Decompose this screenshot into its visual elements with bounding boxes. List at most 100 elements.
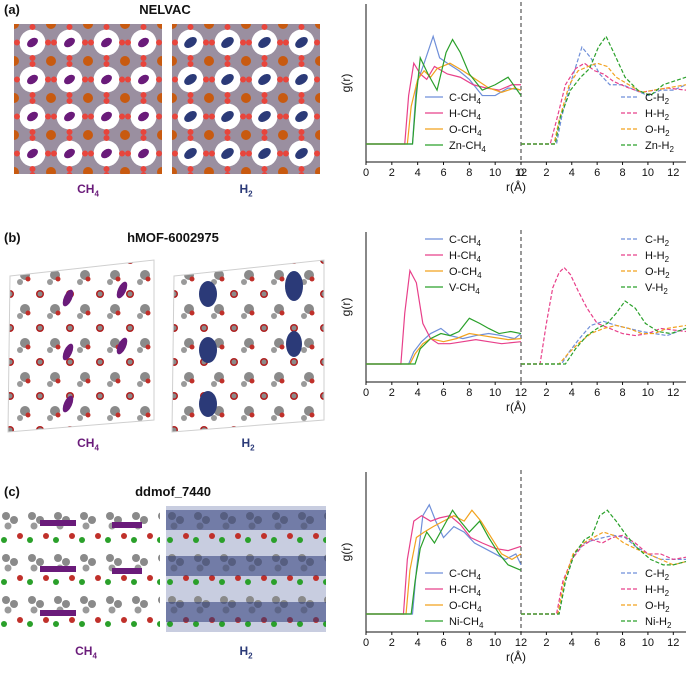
panel-a: (a) NELVAC	[0, 0, 690, 222]
series-line-H-CH4	[366, 61, 521, 145]
series-line-Ni-H2	[521, 509, 687, 615]
series-line-H-H2	[521, 266, 687, 365]
legend-label: O-CH4	[449, 124, 482, 138]
series-line-O-H2	[521, 324, 687, 365]
x-tick-label: 0	[363, 387, 369, 399]
x-axis-label: r(Å)	[506, 399, 526, 414]
x-tick-label: 4	[569, 637, 575, 649]
series-line-V-H2	[521, 300, 687, 365]
x-tick-label: 8	[619, 387, 625, 399]
legend-label: V-CH4	[449, 282, 480, 296]
panel-label: (c)	[4, 484, 20, 499]
x-axis-label: r(Å)	[506, 649, 526, 664]
x-tick-label: 0	[363, 167, 369, 179]
x-tick-label: 0	[518, 167, 524, 179]
panel-c: (c) ddmof_7440	[0, 456, 690, 678]
legend-label: H-CH4	[449, 250, 482, 264]
x-tick-label: 12	[667, 387, 679, 399]
series-line-H-H2	[521, 62, 687, 145]
x-tick-label: 8	[466, 637, 472, 649]
legend-label: H-H2	[645, 250, 670, 264]
panel-label: (b)	[4, 230, 21, 245]
legend-label: C-H2	[645, 568, 670, 582]
series-line-V-CH4	[366, 317, 522, 365]
series-line-O-CH4	[366, 509, 522, 615]
legend-label: Zn-H2	[645, 140, 674, 154]
y-axis-label: g(r)	[339, 543, 353, 562]
legend-label: C-CH4	[449, 568, 482, 582]
legend-label: O-H2	[645, 266, 670, 280]
legend-label: H-CH4	[449, 108, 482, 122]
legend-label: O-H2	[645, 600, 670, 614]
x-tick-label: 2	[543, 167, 549, 179]
legend-label: Zn-CH4	[449, 140, 486, 154]
x-tick-label: 10	[489, 167, 501, 179]
legend-label: Ni-CH4	[449, 616, 484, 630]
x-axis-label: r(Å)	[506, 179, 526, 194]
x-tick-label: 0	[363, 637, 369, 649]
x-tick-label: 4	[415, 387, 421, 399]
x-tick-label: 8	[619, 637, 625, 649]
x-tick-label: 8	[466, 167, 472, 179]
series-line-O-CH4	[366, 62, 522, 145]
x-tick-label: 6	[594, 167, 600, 179]
h2-image-label: H2	[239, 644, 253, 661]
x-tick-label: 10	[642, 167, 654, 179]
legend-label: C-CH4	[449, 92, 482, 106]
y-axis-label: g(r)	[339, 298, 353, 317]
panel-b: (b) hMOF-6002975	[0, 228, 690, 452]
x-tick-label: 4	[569, 387, 575, 399]
legend-label: H-H2	[645, 584, 670, 598]
x-tick-label: 2	[543, 387, 549, 399]
rdf-chart: g(r)0 2 4 6 8 10 120 2 4 6 8 10 12r(Å)C-CH4H-CH4O-CH…	[339, 2, 687, 194]
x-tick-label: 12	[515, 167, 527, 179]
panel-label: (a)	[4, 2, 20, 17]
h2-density-image	[171, 259, 325, 433]
x-tick-label: 8	[466, 387, 472, 399]
legend-label: O-CH4	[449, 266, 482, 280]
series-line-O-H2	[521, 62, 687, 145]
x-tick-label: 2	[543, 637, 549, 649]
material-title: NELVAC	[139, 2, 191, 17]
series-line-H-H2	[521, 534, 687, 615]
x-tick-label: 2	[389, 167, 395, 179]
series-line-H-CH4	[366, 268, 522, 365]
legend-label: H-CH4	[449, 584, 482, 598]
x-tick-label: 10	[489, 637, 501, 649]
legend-label: C-CH4	[449, 234, 482, 248]
h2-density-image	[172, 24, 320, 174]
ch4-image-label: CH4	[75, 644, 97, 661]
x-tick-label: 4	[569, 167, 575, 179]
ch4-density-image	[14, 24, 162, 174]
x-tick-label: 12	[515, 637, 527, 649]
series-line-O-H2	[521, 531, 687, 615]
y-axis-label: g(r)	[339, 74, 353, 93]
h2-image-label: H2	[239, 182, 253, 199]
ch4-image-label: CH4	[77, 182, 99, 199]
h2-image-label: H2	[241, 436, 255, 453]
series-line-C-H2	[521, 534, 686, 615]
x-tick-label: 10	[642, 637, 654, 649]
x-tick-label: 8	[619, 167, 625, 179]
series-line-H-CH4	[366, 514, 522, 615]
x-tick-label: 10	[489, 387, 501, 399]
x-tick-label: 12	[667, 167, 679, 179]
material-title: hMOF-6002975	[127, 230, 219, 245]
h2-density-image	[166, 506, 326, 632]
ch4-density-image	[0, 506, 160, 632]
material-title: ddmof_7440	[135, 484, 211, 499]
x-tick-label: 2	[389, 387, 395, 399]
x-tick-label: 12	[515, 387, 527, 399]
legend-label: H-H2	[645, 108, 670, 122]
legend-label: Ni-H2	[645, 616, 672, 630]
x-tick-label: 6	[594, 637, 600, 649]
series-line-O-CH4	[366, 332, 522, 365]
series-line-Zn-CH4	[366, 38, 522, 145]
series-line-Ni-CH4	[366, 509, 522, 615]
legend-label: C-H2	[645, 234, 670, 248]
x-tick-label: 4	[415, 167, 421, 179]
ch4-density-image	[7, 259, 155, 433]
x-tick-label: 6	[440, 387, 446, 399]
x-tick-label: 2	[389, 637, 395, 649]
x-tick-label: 10	[642, 387, 654, 399]
